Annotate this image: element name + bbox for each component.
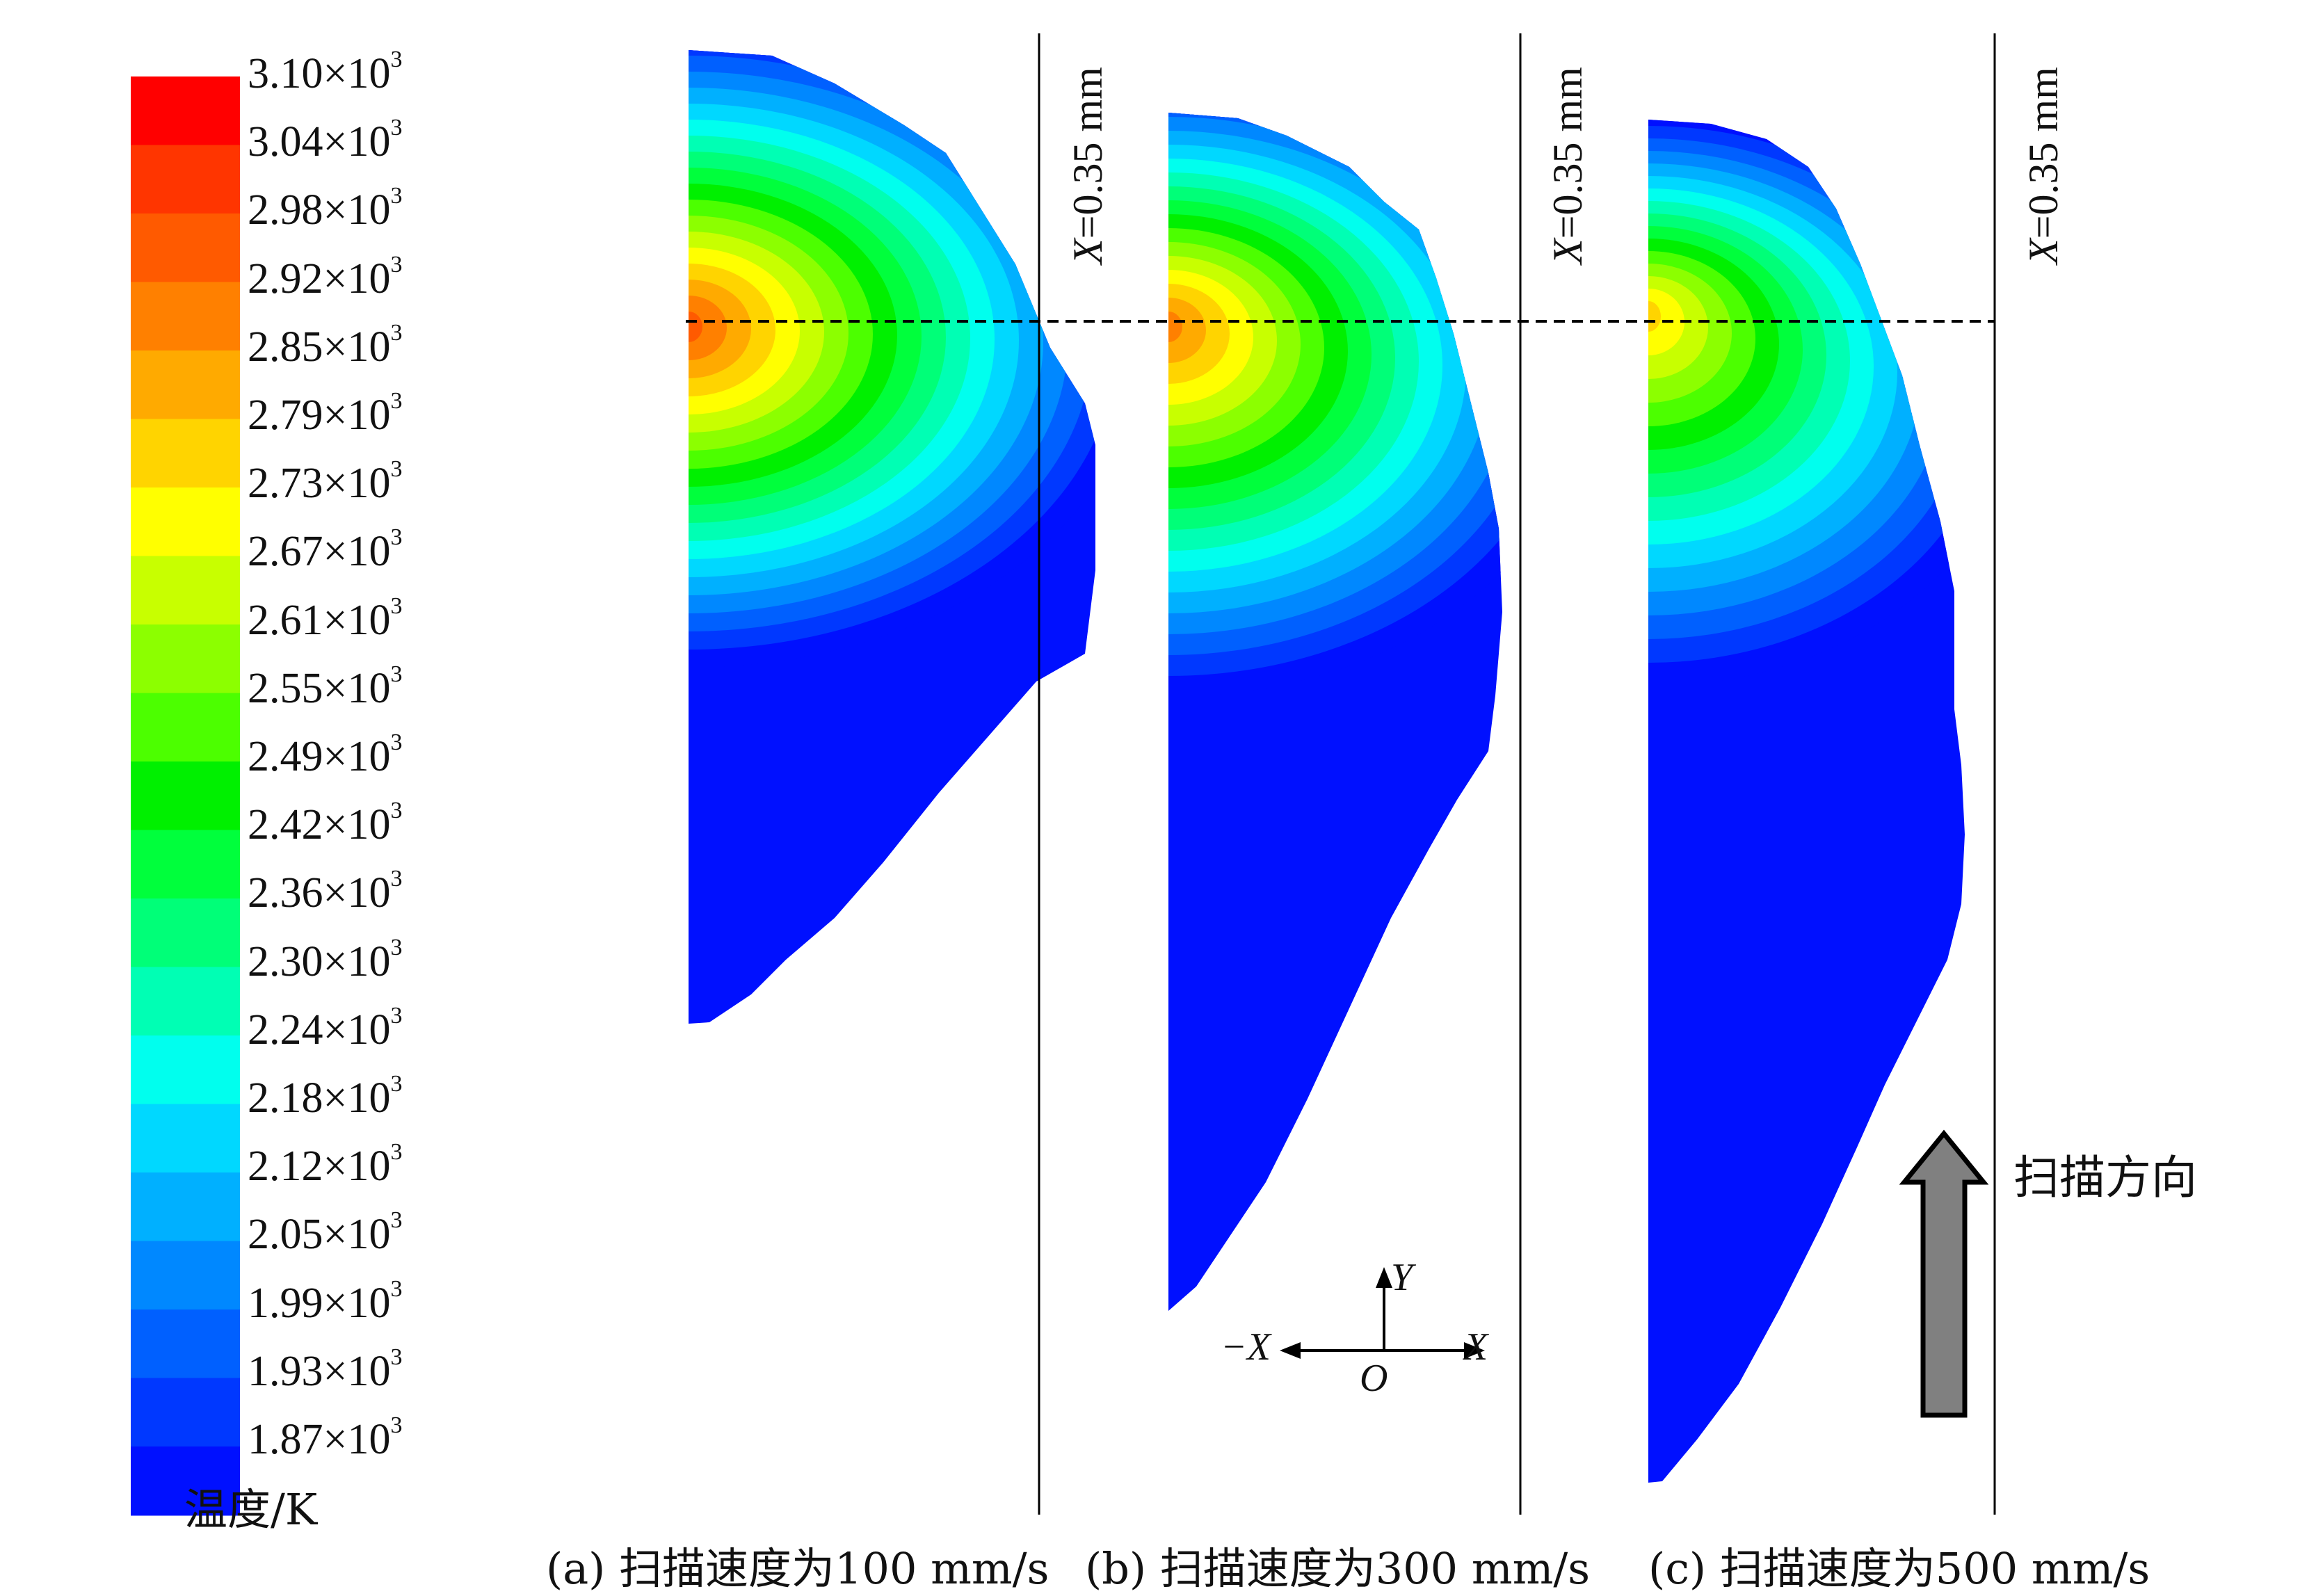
scan-direction-label: 扫描方向 <box>2013 1151 2197 1204</box>
legend-swatch <box>131 693 240 762</box>
iso-band <box>689 296 727 360</box>
scan-direction-arrow <box>1899 1129 1989 1418</box>
caption-a: (a) 扫描速度为100 mm/s <box>546 1543 1050 1594</box>
legend-swatch <box>131 1035 240 1105</box>
iso-band <box>1168 312 1182 342</box>
axis-label-y: Y <box>1391 1256 1413 1299</box>
axis-label-x: X <box>1464 1325 1488 1369</box>
iso-band <box>1648 276 1708 379</box>
legend-value-label: 2.49×103 <box>248 730 403 781</box>
caption-c: (c) 扫描速度为500 mm/s <box>1648 1543 2150 1594</box>
melt-pool-c <box>1648 120 1965 1483</box>
x-arrowhead <box>1464 1342 1485 1359</box>
legend-swatch <box>131 1446 240 1516</box>
legend-value-label: 2.36×103 <box>248 866 403 917</box>
legend-value-label: 1.99×103 <box>248 1275 403 1327</box>
legend-swatch <box>131 76 240 146</box>
legend-value-label: 2.73×103 <box>248 456 403 508</box>
iso-band <box>1648 301 1661 332</box>
coordinate-axes <box>1280 1267 1485 1359</box>
legend-swatch <box>131 1378 240 1447</box>
legend-swatch <box>131 282 240 351</box>
iso-band <box>689 280 751 378</box>
legend-value-label: 2.30×103 <box>248 934 403 985</box>
melt-pool-a <box>689 50 1095 1024</box>
legend-value-label: 2.42×103 <box>248 798 403 849</box>
legend-swatch <box>131 898 240 968</box>
legend-value-label: 2.18×103 <box>248 1071 403 1122</box>
legend-value-label: 3.04×103 <box>248 115 403 166</box>
legend-swatch <box>131 761 240 831</box>
legend-swatch <box>131 1104 240 1173</box>
legend-value-label: 2.12×103 <box>248 1139 403 1191</box>
caption-b: (b) 扫描速度为300 mm/s <box>1085 1543 1591 1594</box>
legend-value-label: 1.87×103 <box>248 1412 403 1464</box>
legend-swatch <box>131 487 240 557</box>
legend-value-label: 2.92×103 <box>248 251 403 303</box>
legend-swatch <box>131 145 240 214</box>
legend-swatch <box>131 1241 240 1310</box>
legend-swatch <box>131 213 240 283</box>
legend-value-label: 1.93×103 <box>248 1344 403 1395</box>
legend-value-label: 2.79×103 <box>248 388 403 440</box>
legend-value-label: 2.98×103 <box>248 183 403 234</box>
iso-band <box>1168 284 1230 384</box>
iso-band <box>1648 289 1684 355</box>
line-label-c: X=0.35 mm <box>2020 67 2066 264</box>
legend-value-label: 2.05×103 <box>248 1207 403 1259</box>
legend-swatch <box>131 1172 240 1242</box>
axis-label-origin: O <box>1360 1357 1388 1400</box>
legend-colorbar <box>131 76 240 1516</box>
legend-value-label: 2.85×103 <box>248 319 403 371</box>
legend-title: 温度/K <box>184 1484 318 1535</box>
neg-x-arrowhead <box>1280 1342 1301 1359</box>
legend-value-label: 2.55×103 <box>248 661 403 712</box>
legend-swatch <box>131 967 240 1036</box>
legend-swatch <box>131 1309 240 1379</box>
legend-swatch <box>131 350 240 420</box>
legend-value-label: 2.61×103 <box>248 593 403 644</box>
legend-value-label: 2.24×103 <box>248 1002 403 1054</box>
melt-pool-b <box>1168 113 1502 1311</box>
legend-swatch <box>131 624 240 694</box>
legend-value-label: 3.10×103 <box>248 47 403 97</box>
legend-swatch <box>131 556 240 625</box>
line-label-b: X=0.35 mm <box>1545 67 1591 264</box>
line-label-a: X=0.35 mm <box>1065 67 1111 264</box>
iso-band <box>1168 298 1206 363</box>
legend-swatch <box>131 419 240 488</box>
legend-value-label: 2.67×103 <box>248 524 403 576</box>
legend-swatch <box>131 830 240 899</box>
iso-band <box>689 312 702 342</box>
y-arrowhead <box>1376 1267 1392 1288</box>
axis-label-neg-x: −X <box>1221 1325 1271 1369</box>
